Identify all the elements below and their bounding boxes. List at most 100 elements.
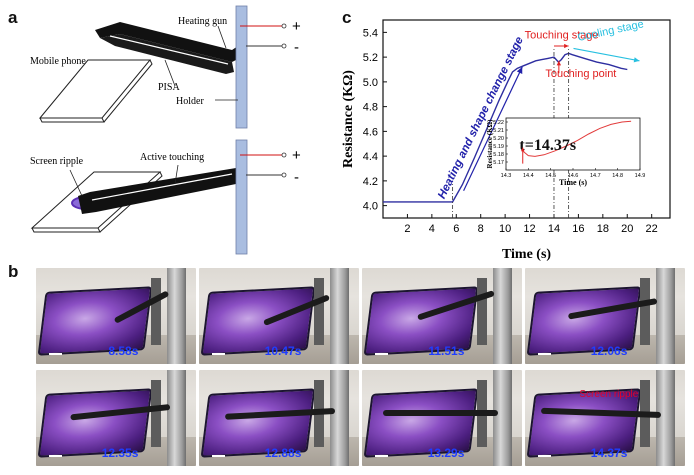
photo-frame: 12.88s	[199, 370, 359, 466]
inset-series-line	[521, 120, 632, 157]
x-tick-label: 14	[548, 223, 560, 235]
inset-y-tick-label: 5.21	[493, 128, 504, 134]
inset-axes: 14.3 14.4 14.5 14.6 14.7 14.8 14.9 5.17 5.18 5.19…	[493, 117, 646, 179]
pisa-label: PISA	[158, 82, 180, 93]
touching-point-arrow-head	[556, 60, 562, 66]
inset-y-tick-label: 5.17	[493, 160, 504, 166]
scale-bar	[211, 353, 225, 356]
y-tick-label: 5.0	[363, 77, 378, 89]
photo-frame: 10.47s	[199, 268, 359, 364]
inset-x-axis-label: Time (s)	[559, 178, 587, 187]
holder-rod	[656, 370, 676, 466]
inset-arrow-head	[521, 147, 525, 152]
x-tick-label: 16	[572, 223, 584, 235]
holder-rod	[330, 268, 350, 364]
frame-time-label: 10.47s	[264, 344, 302, 359]
x-tick-label: 2	[404, 223, 410, 235]
photo-frame: 12.35s	[36, 370, 196, 466]
holder-rod	[330, 370, 350, 466]
y-tick-label: 4.4	[363, 151, 378, 163]
pisa-arm-lower	[100, 34, 234, 74]
panel-c-letter: c	[342, 8, 352, 27]
frame-time-label: 8.58s	[108, 344, 139, 359]
x-tick-label: 6	[453, 223, 459, 235]
pisa-arm-bottom	[78, 162, 246, 214]
mobile-phone-label: Mobile phone	[30, 56, 86, 67]
x-tick-label: 8	[478, 223, 484, 235]
plus-sign-top: +	[292, 18, 301, 35]
bottom-scene	[30, 139, 287, 255]
panel-a-schematic: Heating gun + - Mobile phone PISA Holder…	[30, 5, 301, 255]
scale-bar	[211, 455, 225, 458]
inset-x-tick-label: 14.9	[635, 173, 646, 179]
touching-stage-label: Touching stage	[525, 30, 599, 42]
frame-time-label: 13.29s	[427, 446, 465, 461]
holder-rod	[167, 370, 187, 466]
screen-ripple-label: Screen ripple	[30, 156, 84, 167]
main-plot-frame	[382, 19, 671, 219]
photo-frame: 13.29s	[362, 370, 522, 466]
y-tick-label: 5.2	[363, 52, 378, 64]
main-series-line	[383, 52, 628, 203]
cooling-stage-arrow	[573, 47, 640, 62]
y-tick-label: 5.4	[363, 27, 378, 39]
x-tick-label: 4	[429, 223, 435, 235]
panel-b-letter: b	[8, 262, 19, 281]
holder-clamp	[477, 277, 487, 345]
inset-y-axis-label: Resistance (KΩ)	[486, 119, 494, 169]
frame-time-label: 12.06s	[590, 344, 628, 359]
screen-ripple-note: Screen ripple	[579, 389, 639, 401]
scale-bar	[374, 353, 388, 356]
inset-x-tick-label: 14.4	[523, 173, 534, 179]
holder-label: Holder	[176, 96, 204, 107]
main-y-axis-label: Resistance (KΩ)	[341, 70, 356, 168]
y-tick-label: 4.2	[363, 176, 378, 188]
holder-rod-bottom	[235, 139, 248, 255]
holder-rod	[167, 268, 187, 364]
minus-sign-top: -	[294, 39, 299, 56]
cooling-stage-label: Cooling stage	[577, 18, 645, 44]
heating-arrow	[463, 66, 523, 192]
x-tick-label: 10	[499, 223, 511, 235]
holder-clamp	[151, 379, 161, 447]
holder-clamp	[151, 277, 161, 345]
main-x-axis-label: Time (s)	[502, 247, 551, 262]
x-tick-label: 20	[621, 223, 633, 235]
plus-sign-bottom: +	[292, 147, 301, 164]
y-tick-label: 4.8	[363, 102, 378, 114]
photo-frame: 14.37s Screen ripple	[525, 370, 685, 466]
frame-time-label: 11.51s	[428, 344, 465, 359]
active-touching-label: Active touching	[140, 152, 204, 163]
y-tick-label: 4.0	[363, 201, 378, 213]
holder-clamp	[314, 277, 324, 345]
pisa-arm	[95, 22, 244, 62]
frame-time-label: 14.37s	[590, 446, 628, 461]
inset-x-tick-label: 14.8	[612, 173, 623, 179]
scale-bar	[537, 353, 551, 356]
inset-x-tick-label: 14.7	[590, 173, 601, 179]
inset-x-tick-label: 14.3	[501, 173, 512, 179]
panel-a-letter: a	[8, 8, 18, 27]
holder-rod-top	[235, 5, 248, 129]
inset-y-tick-label: 5.22	[493, 120, 504, 126]
inset-y-tick-label: 5.20	[493, 136, 504, 142]
frame-time-label: 12.88s	[264, 446, 302, 461]
holder-rod	[656, 268, 676, 364]
mobile-phone-edge2	[103, 59, 153, 123]
x-tick-label: 18	[597, 223, 609, 235]
holder-clamp	[640, 277, 650, 345]
heating-gun-label: Heating gun	[178, 16, 227, 27]
photo-frame: 12.06s	[525, 268, 685, 364]
minus-sign-bottom: -	[294, 169, 299, 186]
inset-x-tick-label: 14.6	[568, 173, 579, 179]
photo-frame: 8.58s	[36, 268, 196, 364]
heating-arrow-head	[516, 67, 523, 75]
inset-y-tick-label: 5.19	[493, 144, 504, 150]
pisa-arm-photo	[383, 410, 498, 416]
holder-rod	[493, 268, 513, 364]
scale-bar	[537, 455, 551, 458]
photo-frame: 11.51s	[362, 268, 522, 364]
touching-point-label: Touching point	[545, 68, 616, 80]
top-scene	[38, 5, 287, 129]
main-axes: 2 4 6 8 10 12 14 16 18 20 22 4.0 4.2 4.4 4.6 4.8 5.0 5.2 5…	[363, 19, 671, 235]
